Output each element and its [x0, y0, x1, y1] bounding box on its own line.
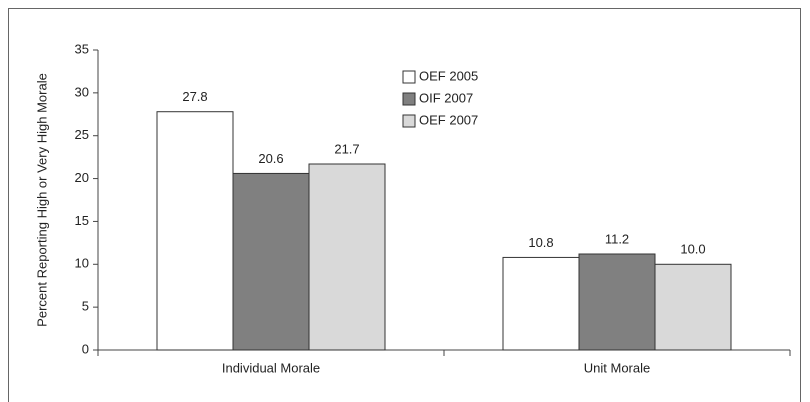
y-tick-label: 5: [82, 299, 89, 314]
bar: [578, 253, 656, 351]
legend-swatch: [402, 70, 416, 84]
bar: [156, 111, 234, 351]
x-tick-label: Unit Morale: [584, 360, 650, 375]
y-tick-label: 10: [75, 256, 89, 271]
y-axis-label: Percent Reporting High or Very High Mora…: [34, 73, 49, 327]
bar: [502, 256, 580, 351]
bar: [232, 172, 310, 351]
y-tick-label: 25: [75, 127, 89, 142]
legend-label: OEF 2007: [419, 112, 478, 127]
chart-frame: [8, 8, 801, 402]
value-label: 21.7: [334, 141, 359, 156]
y-tick-label: 15: [75, 213, 89, 228]
legend-swatch: [402, 114, 416, 128]
bar: [308, 163, 386, 351]
value-label: 10.0: [680, 242, 705, 257]
y-tick-label: 20: [75, 170, 89, 185]
y-tick-label: 30: [75, 84, 89, 99]
legend-label: OEF 2005: [419, 68, 478, 83]
value-label: 27.8: [182, 89, 207, 104]
legend-label: OIF 2007: [419, 90, 473, 105]
x-tick-label: Individual Morale: [222, 360, 320, 375]
value-label: 20.6: [258, 151, 283, 166]
value-label: 10.8: [528, 235, 553, 250]
y-tick-label: 0: [82, 341, 89, 356]
y-tick-label: 35: [75, 41, 89, 56]
legend-swatch: [402, 92, 416, 106]
value-label: 11.2: [605, 231, 629, 246]
bar: [654, 263, 732, 351]
